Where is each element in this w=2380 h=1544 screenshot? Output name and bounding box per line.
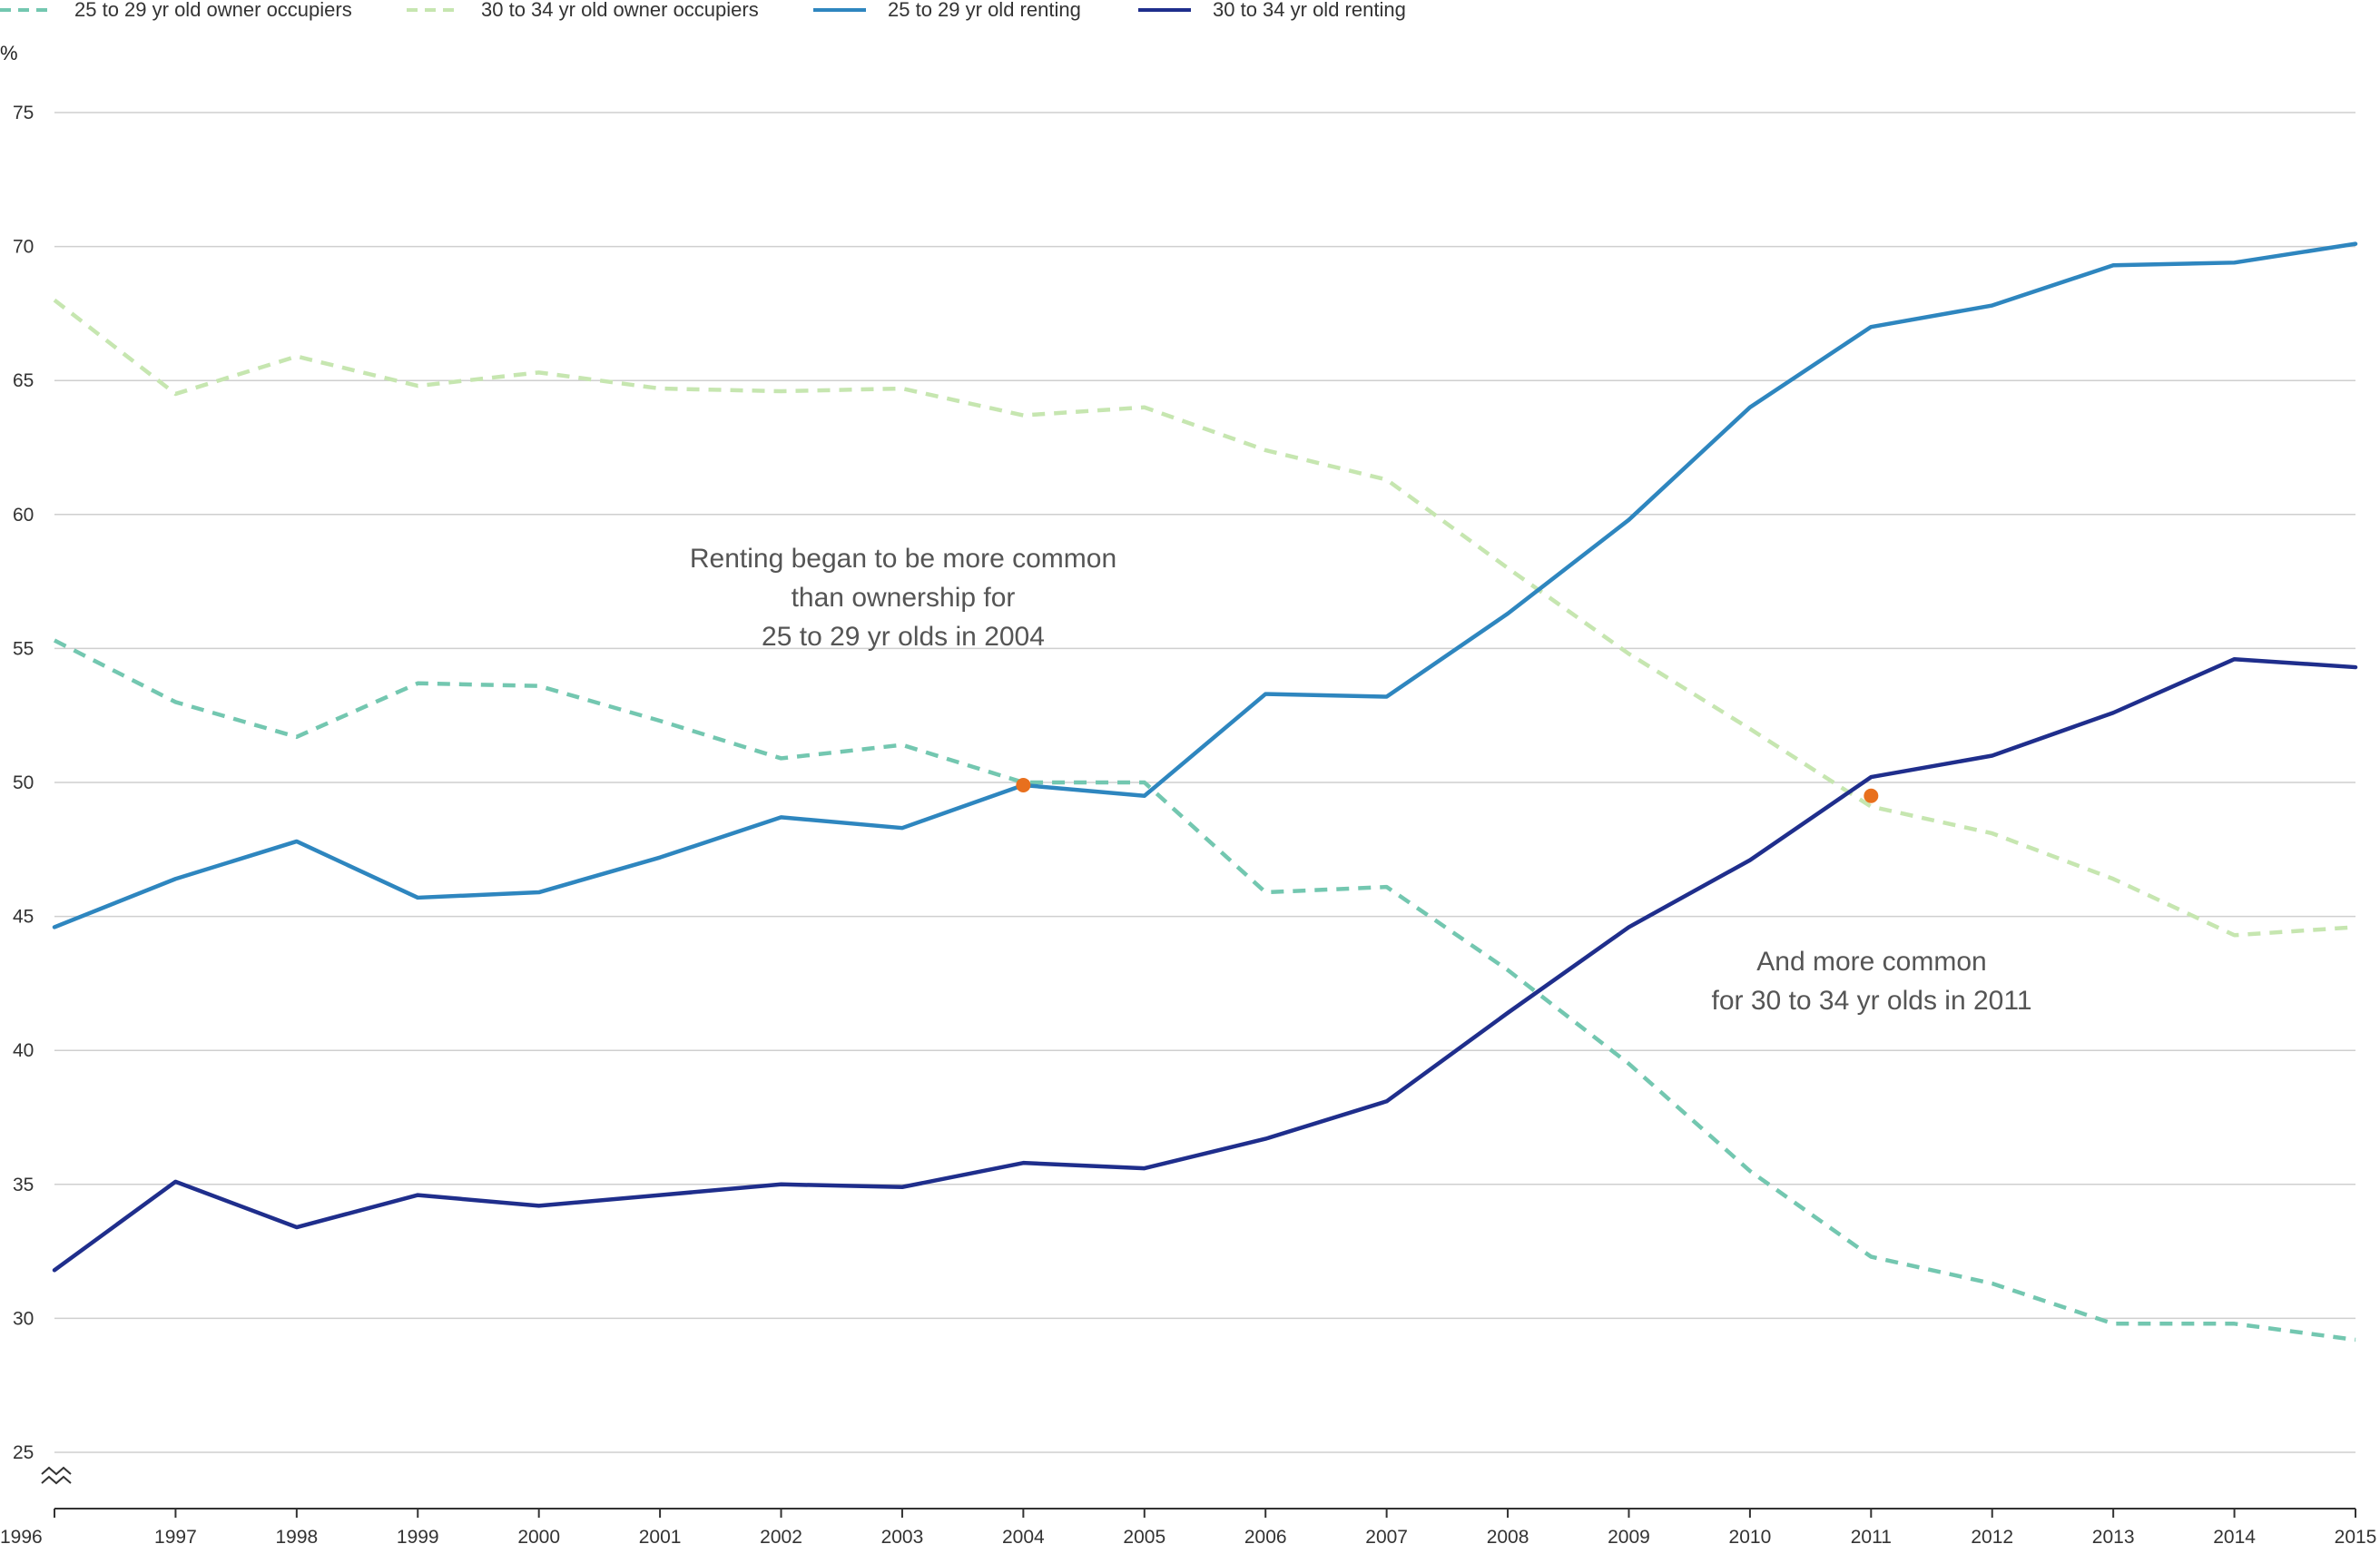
legend-label: 25 to 29 yr old renting	[888, 0, 1081, 21]
series-line-1	[53, 638, 2356, 1342]
highlight-markers	[1016, 777, 1879, 803]
marker-2004	[1016, 777, 1031, 792]
x-tick-label-2007: 2007	[1365, 1527, 1408, 1544]
x-tick-label-2000: 2000	[517, 1527, 560, 1544]
y-tick-label-35: 35	[13, 1175, 34, 1195]
y-tick-label-55: 55	[13, 638, 34, 659]
marker-2011	[1864, 788, 1879, 803]
x-tick-label-2006: 2006	[1244, 1527, 1287, 1544]
annotation-line: 25 to 29 yr olds in 2004	[762, 622, 1045, 652]
x-tick-label-1997: 1997	[154, 1527, 197, 1544]
series-line-2	[53, 298, 2356, 938]
series-group	[52, 241, 2358, 1342]
x-tick-label-2012: 2012	[1971, 1527, 2013, 1544]
y-tick-label-70: 70	[13, 237, 34, 258]
annotation-2: And more common for 30 to 34 yr olds in 2…	[1712, 947, 2032, 1016]
y-tick-label-65: 65	[13, 370, 34, 391]
annotation-line: And more common	[1756, 947, 1986, 977]
x-tick-label-1996: 1996	[0, 1527, 43, 1544]
x-tick-label-1998: 1998	[275, 1527, 318, 1544]
x-tick-label-2003: 2003	[881, 1527, 924, 1544]
x-tick-label-2009: 2009	[1608, 1527, 1650, 1544]
x-tick-label-2010: 2010	[1729, 1527, 1772, 1544]
y-tick-label-60: 60	[13, 505, 34, 526]
legend-label: 30 to 34 yr old renting	[1213, 0, 1406, 21]
legend-item-3: 25 to 29 yr old renting	[813, 0, 1081, 21]
x-tick-label-2001: 2001	[639, 1527, 682, 1544]
x-tick-label-2014: 2014	[2213, 1527, 2256, 1544]
y-tick-label-75: 75	[13, 103, 34, 123]
y-tick-label-40: 40	[13, 1040, 34, 1061]
y-tick-label-50: 50	[13, 772, 34, 793]
legend-label: 30 to 34 yr old owner occupiers	[481, 0, 759, 21]
annotation-line: Renting began to be more common	[690, 544, 1116, 574]
legend-item-4: 30 to 34 yr old renting	[1138, 0, 1406, 21]
series-line-4	[52, 656, 2358, 1273]
axis-break-icon	[41, 1466, 72, 1485]
annotation-line: than ownership for	[792, 583, 1016, 613]
annotations: Renting began to be more common than owne…	[690, 544, 2032, 1016]
x-axis: 1996 1997 1998 1999 2000 2001 2002 2003 2004 2005…	[0, 1508, 2377, 1544]
x-tick-label-1999: 1999	[397, 1527, 439, 1544]
legend-label: 25 to 29 yr old owner occupiers	[74, 0, 352, 21]
annotation-line: for 30 to 34 yr olds in 2011	[1712, 986, 2032, 1016]
x-tick-label-2011: 2011	[1851, 1527, 1892, 1544]
y-axis-unit-label: %	[0, 42, 18, 64]
annotation-1: Renting began to be more common than owne…	[690, 544, 1116, 652]
x-tick-label-2013: 2013	[2092, 1527, 2135, 1544]
x-tick-label-2002: 2002	[760, 1527, 802, 1544]
series-line-3	[52, 241, 2358, 929]
x-tick-label-2008: 2008	[1487, 1527, 1529, 1544]
gridlines	[54, 112, 2355, 1453]
x-tick-label-2015: 2015	[2335, 1527, 2377, 1544]
x-tick-label-2005: 2005	[1123, 1527, 1165, 1544]
y-axis: 25 30 35 40 45 50 55 60 65 70 75	[13, 103, 34, 1463]
y-tick-label-45: 45	[13, 907, 34, 928]
legend-item-1: 25 to 29 yr old owner occupiers	[0, 0, 352, 21]
y-tick-label-30: 30	[13, 1308, 34, 1329]
x-tick-label-2004: 2004	[1002, 1527, 1045, 1544]
y-tick-label-25: 25	[13, 1442, 34, 1463]
legend: 25 to 29 yr old owner occupiers 30 to 34 …	[0, 0, 1406, 21]
legend-item-2: 30 to 34 yr old owner occupiers	[407, 0, 759, 21]
